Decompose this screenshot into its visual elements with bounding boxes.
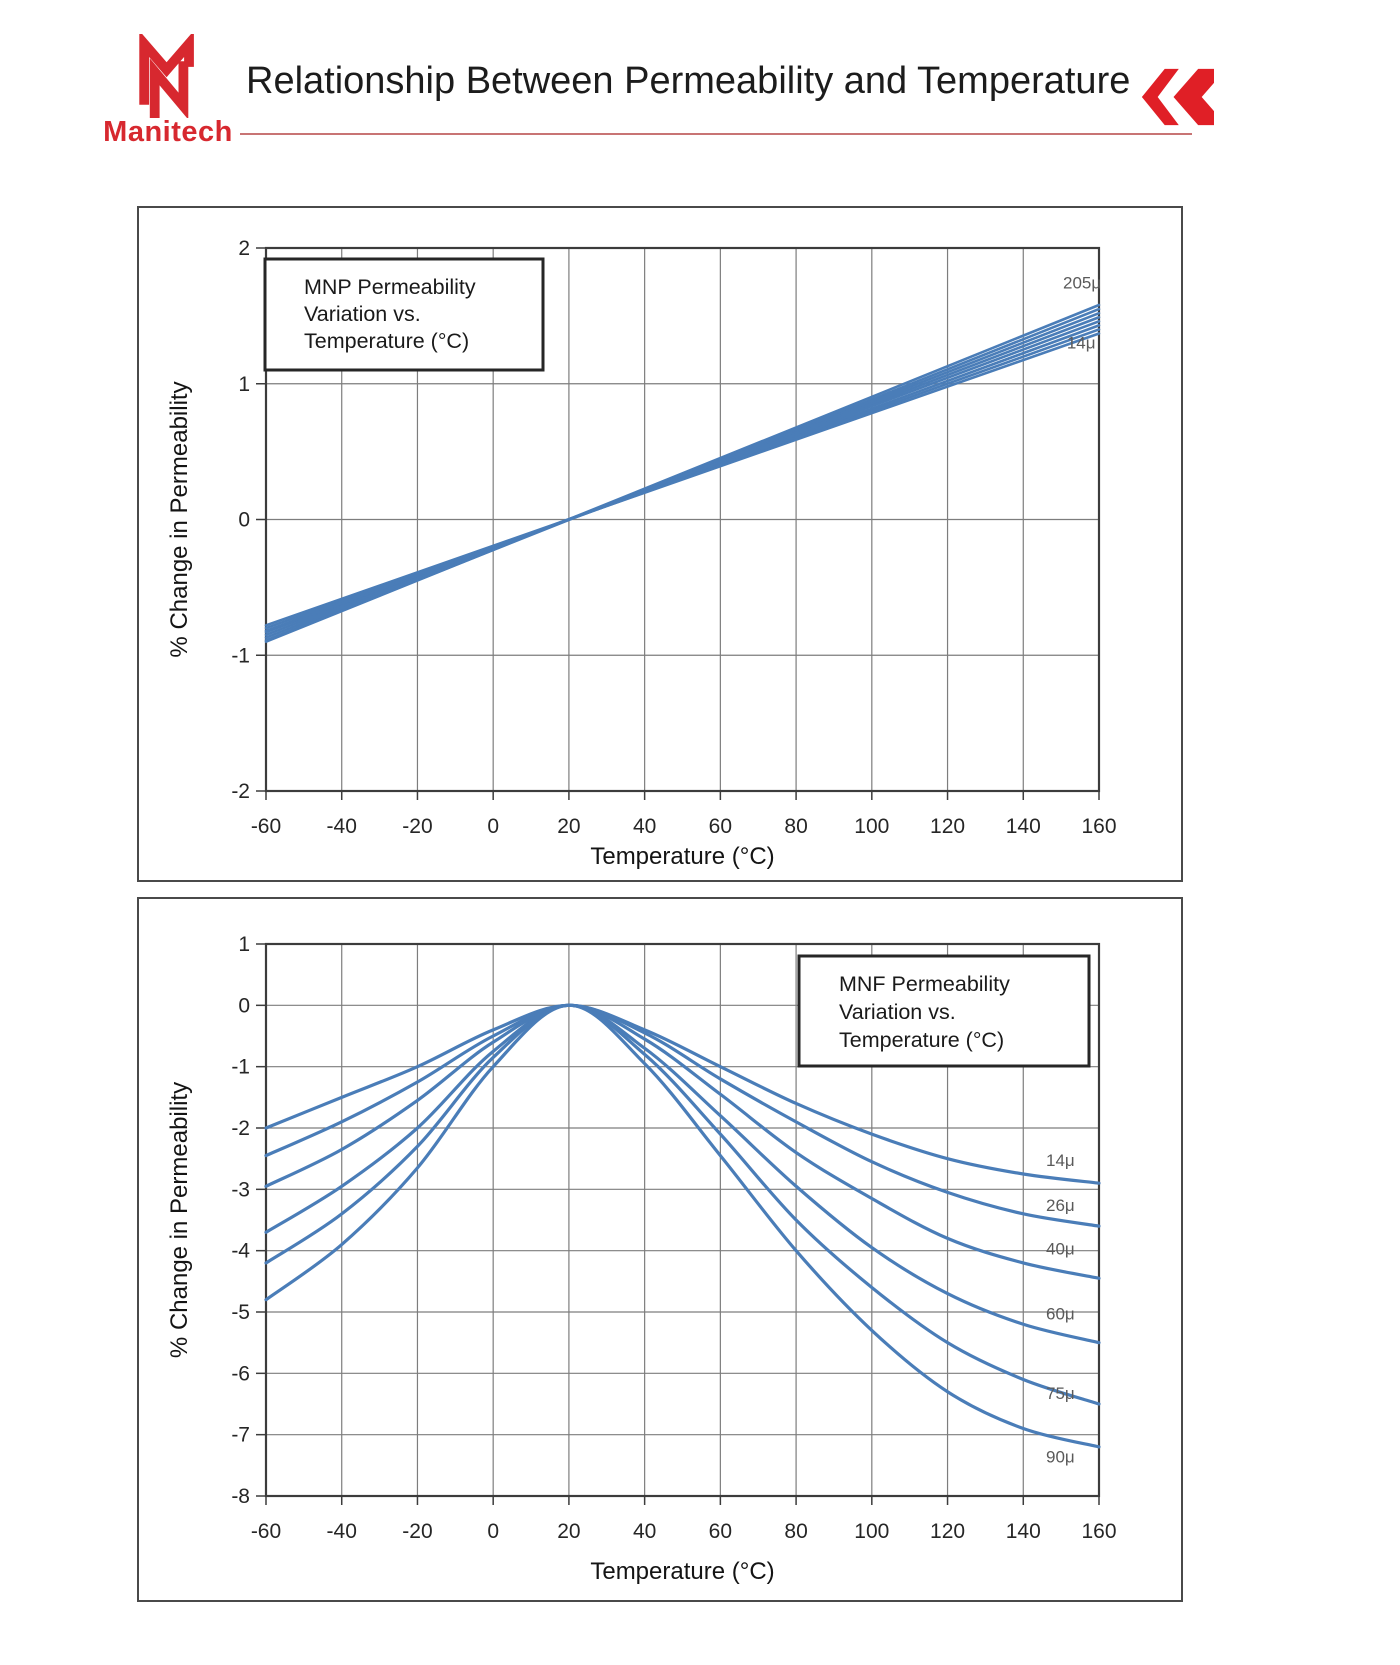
series-line — [264, 1003, 1101, 1280]
y-tick-label: -3 — [231, 1178, 250, 1201]
series-line — [264, 1003, 1101, 1228]
legend-box — [797, 954, 1091, 1068]
x-tick-label: 0 — [487, 1520, 499, 1543]
mnp-permeability-chart: -60 -40 -20 0 20 40 60 80 100 120 140 160 2 1 0 -1 -2 MNP… — [166, 237, 1117, 870]
x-tick-label: 100 — [854, 815, 889, 838]
y-axis-label: % Change in Permeability — [166, 381, 193, 657]
title-rule — [240, 133, 1192, 135]
y-tick-label: -7 — [231, 1424, 250, 1447]
y-tick-label: 2 — [238, 237, 250, 260]
x-tick-label: -40 — [327, 1520, 357, 1543]
y-tick-label: -5 — [231, 1301, 250, 1324]
y-tick-label: 0 — [238, 509, 250, 532]
plot-border — [264, 246, 1101, 793]
series-line — [264, 1003, 1101, 1185]
logo-text: Manitech — [103, 116, 233, 148]
y-axis-label: % Change in Permeability — [166, 1082, 193, 1358]
legend-line: Temperature (°C) — [304, 329, 469, 353]
curve-label: 26μ — [1046, 1196, 1075, 1215]
x-tick-label: 160 — [1081, 815, 1116, 838]
y-tick-label: -8 — [231, 1485, 250, 1508]
y-tick-label: 0 — [238, 994, 250, 1017]
legend-line: Variation vs. — [839, 1000, 956, 1024]
series-line — [264, 1003, 1101, 1406]
y-tick-label: -1 — [231, 1056, 250, 1079]
series-line — [264, 1003, 1101, 1449]
curve-label: 14μ — [1046, 1151, 1075, 1170]
x-tick-label: -20 — [402, 815, 432, 838]
logo: Manitech — [96, 34, 240, 152]
y-tick-label: -1 — [231, 644, 250, 667]
x-tick-label: 140 — [1006, 1520, 1041, 1543]
legend-line: Variation vs. — [304, 302, 421, 326]
x-tick-label: 120 — [930, 1520, 965, 1543]
x-tick-label: 120 — [930, 815, 965, 838]
x-tick-label: -60 — [251, 1520, 281, 1543]
page-title: Relationship Between Permeability and Te… — [246, 60, 1131, 102]
chart-mnf-frame: -60 -40 -20 0 20 40 60 80 100 120 140 160 1 0 -1 -2 -3 -4… — [137, 897, 1183, 1602]
plot-border — [264, 942, 1101, 1498]
x-tick-label: 100 — [854, 1520, 889, 1543]
x-tick-label: 60 — [709, 1520, 732, 1543]
x-axis-label: Temperature (°C) — [590, 843, 774, 870]
chart-mnp-frame: -60 -40 -20 0 20 40 60 80 100 120 140 160 2 1 0 -1 -2 MNP… — [137, 206, 1183, 882]
curve-label: 75μ — [1046, 1384, 1075, 1403]
y-tick-label: -4 — [231, 1240, 250, 1263]
series-line — [264, 332, 1101, 627]
curve-label: 40μ — [1046, 1239, 1075, 1258]
curve-label: 205μ — [1063, 274, 1101, 293]
curve-label: 14μ — [1067, 333, 1096, 352]
x-tick-label: 80 — [784, 815, 807, 838]
series-line — [264, 1003, 1101, 1345]
legend-line: MNF Permeability — [839, 972, 1010, 996]
y-tick-label: -6 — [231, 1362, 250, 1385]
curve-label: 90μ — [1046, 1447, 1075, 1466]
x-tick-label: 160 — [1081, 1520, 1116, 1543]
x-tick-label: 40 — [633, 1520, 656, 1543]
x-tick-label: 0 — [487, 815, 499, 838]
y-tick-label: -2 — [231, 780, 250, 803]
legend-box — [263, 257, 545, 372]
x-tick-label: 60 — [709, 815, 732, 838]
legend-line: Temperature (°C) — [839, 1028, 1004, 1052]
x-tick-label: 80 — [784, 1520, 807, 1543]
y-tick-label: -2 — [231, 1117, 250, 1140]
x-tick-label: 40 — [633, 815, 656, 838]
double-left-chevron-icon — [1141, 68, 1214, 126]
x-tick-label: 140 — [1006, 815, 1041, 838]
x-axis-label: Temperature (°C) — [590, 1558, 774, 1585]
manitech-monogram-icon — [139, 34, 194, 118]
x-tick-label: 20 — [557, 1520, 580, 1543]
x-tick-label: 20 — [557, 815, 580, 838]
x-tick-label: -40 — [327, 815, 357, 838]
y-tick-label: 1 — [238, 933, 250, 956]
x-tick-label: -20 — [402, 1520, 432, 1543]
mnf-permeability-chart: -60 -40 -20 0 20 40 60 80 100 120 140 160 1 0 -1 -2 -3 -4… — [166, 933, 1117, 1585]
x-tick-label: -60 — [251, 815, 281, 838]
legend-line: MNP Permeability — [304, 275, 476, 299]
y-tick-label: 1 — [238, 373, 250, 396]
curve-label: 60μ — [1046, 1304, 1075, 1323]
